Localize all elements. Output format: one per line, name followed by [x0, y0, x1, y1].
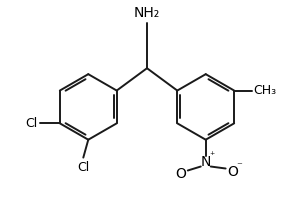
Text: Cl: Cl	[26, 117, 38, 130]
Text: NH₂: NH₂	[134, 6, 160, 20]
Text: CH₃: CH₃	[253, 84, 276, 97]
Text: ⁺: ⁺	[209, 151, 214, 161]
Text: ⁻: ⁻	[237, 162, 243, 172]
Text: Cl: Cl	[77, 161, 89, 174]
Text: O: O	[227, 165, 238, 179]
Text: O: O	[176, 167, 186, 181]
Text: N: N	[201, 155, 211, 169]
